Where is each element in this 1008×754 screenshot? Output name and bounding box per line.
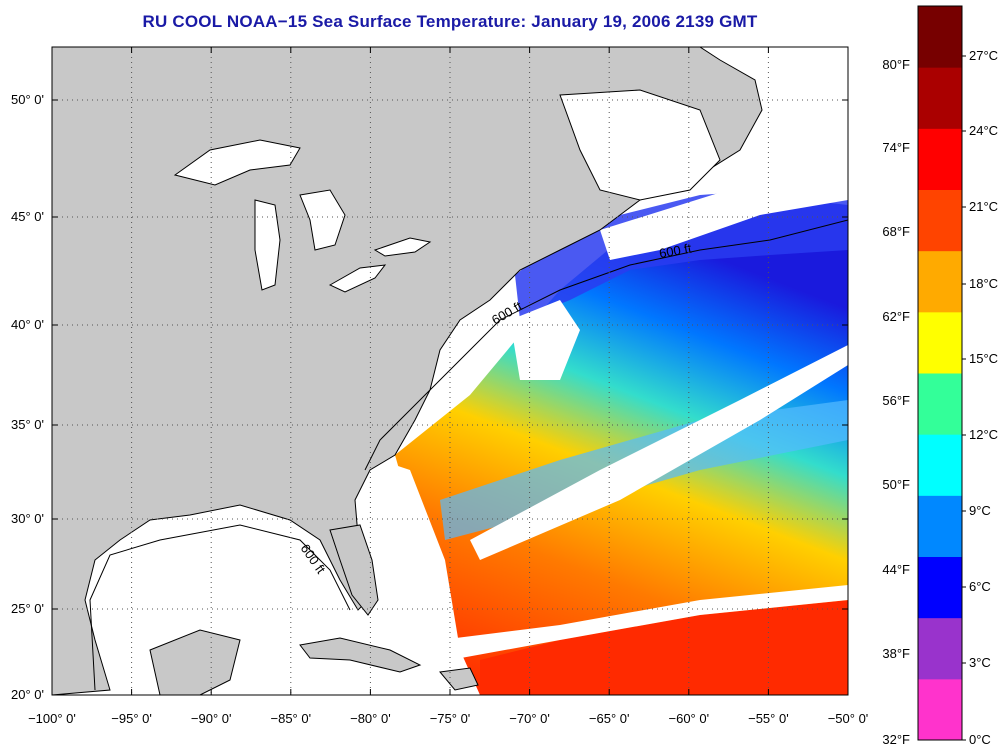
cloud-patch: [510, 300, 580, 380]
axis-ticks: [51, 47, 849, 696]
longitude-label: −70° 0': [509, 711, 550, 726]
cloud-streak: [440, 585, 848, 660]
colorbar-band: [918, 617, 962, 680]
cloud-streak: [470, 345, 848, 560]
colorbar-band: [918, 250, 962, 313]
longitude-label: −55° 0': [748, 711, 789, 726]
fahrenheit-labels: 80°F 74°F 68°F 62°F 56°F 50°F 44°F 38°F 32°F: [882, 57, 910, 747]
fahrenheit-label: 32°F: [882, 732, 910, 747]
longitude-label: −60° 0': [669, 711, 710, 726]
longitude-label: −75° 0': [430, 711, 471, 726]
isobath-label: 600 ft: [658, 240, 693, 260]
latitude-label: 25° 0': [11, 601, 44, 616]
latitude-labels: 50° 0' 45° 0' 40° 0' 35° 0' 30° 0' 25° 0' 20° …: [11, 92, 44, 702]
fahrenheit-label: 56°F: [882, 393, 910, 408]
lake-michigan: [254, 199, 281, 291]
celsius-label: 9°C: [969, 503, 991, 518]
colorbar-bands: [918, 6, 962, 741]
colorbar-band: [918, 678, 962, 741]
longitude-label: −85° 0': [271, 711, 312, 726]
latitude-label: 35° 0': [11, 417, 44, 432]
lake-superior: [173, 139, 301, 186]
celsius-label: 12°C: [969, 427, 998, 442]
land-florida: [329, 524, 379, 616]
fahrenheit-label: 38°F: [882, 646, 910, 661]
land-yucatan: [149, 629, 241, 695]
celsius-label: 6°C: [969, 579, 991, 594]
fahrenheit-label: 44°F: [882, 562, 910, 577]
celsius-label: 3°C: [969, 655, 991, 670]
latitude-label: 45° 0': [11, 209, 44, 224]
lake-erie: [328, 264, 387, 293]
fahrenheit-label: 62°F: [882, 309, 910, 324]
celsius-label: 15°C: [969, 351, 998, 366]
longitude-label: −80° 0': [350, 711, 391, 726]
celsius-label: 27°C: [969, 48, 998, 63]
colorbar-band: [918, 67, 962, 129]
latitude-label: 30° 0': [11, 511, 44, 526]
colorbar-band: [918, 434, 962, 496]
colorbar-frame: [917, 5, 963, 741]
gulf-st-lawrence: [559, 89, 721, 201]
longitude-label: −100° 0': [28, 711, 76, 726]
colorbar-band: [918, 6, 962, 68]
fahrenheit-label: 74°F: [882, 140, 910, 155]
longitude-label: −65° 0': [589, 711, 630, 726]
isobath-contour: [89, 219, 848, 691]
graticule-meridians: [131, 47, 769, 695]
latitude-label: 20° 0': [11, 687, 44, 702]
celsius-label: 18°C: [969, 276, 998, 291]
fahrenheit-label: 50°F: [882, 477, 910, 492]
colorbar-band: [918, 373, 962, 435]
longitude-label: −90° 0': [191, 711, 232, 726]
celsius-label: 0°C: [969, 732, 991, 747]
colorbar-band: [918, 189, 962, 252]
lake-huron: [299, 189, 346, 251]
land-cuba: [299, 637, 422, 673]
colorbar-band: [918, 495, 962, 557]
fahrenheit-label: 80°F: [882, 57, 910, 72]
celsius-label: 21°C: [969, 199, 998, 214]
celsius-label: 24°C: [969, 123, 998, 138]
cold-water-band: [515, 190, 848, 320]
land-hispaniola: [439, 667, 479, 691]
longitude-label: −95° 0': [111, 711, 152, 726]
colorbar-band: [918, 128, 962, 190]
fahrenheit-label: 68°F: [882, 224, 910, 239]
warm-water-band: [480, 600, 848, 695]
colorbar-band: [918, 556, 962, 619]
latitude-label: 40° 0': [11, 317, 44, 332]
swath-gap: [380, 460, 480, 695]
longitude-labels: −100° 0' −95° 0' −90° 0' −85° 0' −80° 0' −75°…: [28, 711, 868, 726]
lake-ontario: [373, 237, 432, 257]
map-title: RU COOL NOAA−15 Sea Surface Temperature:…: [142, 12, 758, 31]
celsius-labels: 27°C 24°C 21°C 18°C 15°C 12°C 9°C 6°C 3°C 0°C: [962, 48, 998, 747]
latitude-label: 50° 0': [11, 92, 44, 107]
cloud-patch: [600, 175, 848, 260]
longitude-label: −50° 0': [828, 711, 869, 726]
colorbar-band: [918, 311, 962, 374]
